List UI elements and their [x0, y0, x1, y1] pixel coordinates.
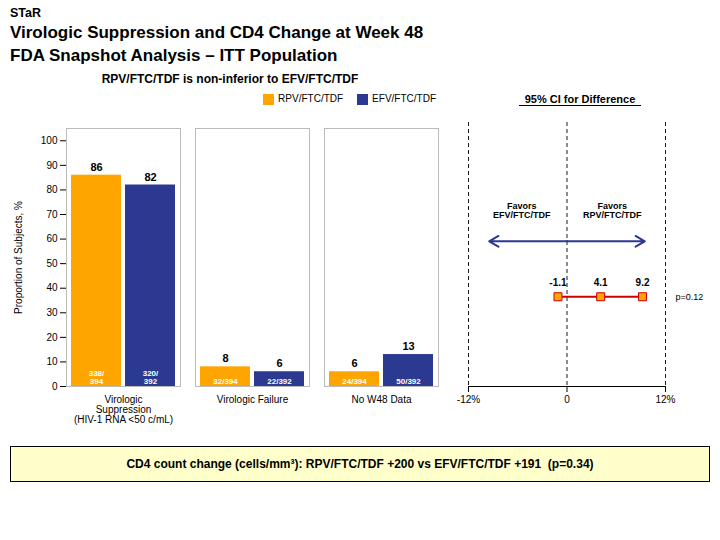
- svg-text:30: 30: [46, 307, 58, 318]
- html-text:95% CI for Difference: 95% CI for Difference: [524, 93, 636, 105]
- svg-text:VirologicSuppression(HIV-1 RNA: VirologicSuppression(HIV-1 RNA <50 c/mL): [74, 394, 173, 425]
- html-text:CD4 count change (cells/mm³):: CD4 count change (cells/mm³): RPV/FTC/TD…: [126, 457, 594, 471]
- svg-text:0: 0: [564, 394, 570, 405]
- svg-text:13: 13: [402, 340, 414, 352]
- svg-text:8: 8: [222, 352, 228, 364]
- svg-text:60: 60: [46, 233, 58, 244]
- svg-text:32/394: 32/394: [213, 377, 238, 386]
- svg-text:338/394: 338/394: [89, 369, 105, 386]
- svg-text:12%: 12%: [655, 394, 675, 405]
- svg-text:82: 82: [144, 171, 156, 183]
- svg-text:4.1: 4.1: [594, 277, 608, 288]
- svg-text:9.2: 9.2: [636, 277, 650, 288]
- svg-text:6: 6: [276, 357, 282, 369]
- html-text:STaR: STaR: [10, 6, 41, 20]
- html-text:RPV/FTC/TDF: RPV/FTC/TDF: [278, 93, 344, 105]
- svg-text:10: 10: [46, 356, 58, 367]
- svg-text:90: 90: [46, 160, 58, 171]
- svg-text:p=0.12: p=0.12: [676, 292, 704, 302]
- svg-text:50/392: 50/392: [396, 377, 421, 386]
- svg-text:FavorsEFV/FTC/TDF: FavorsEFV/FTC/TDF: [493, 201, 551, 220]
- svg-text:320/392: 320/392: [143, 369, 159, 386]
- svg-text:-12%: -12%: [457, 394, 480, 405]
- svg-text:6: 6: [351, 357, 357, 369]
- svg-text:0: 0: [52, 381, 58, 392]
- svg-text:FavorsRPV/FTC/TDF: FavorsRPV/FTC/TDF: [583, 201, 642, 220]
- svg-text:Virologic Failure: Virologic Failure: [217, 394, 289, 405]
- svg-text:-1.1: -1.1: [549, 277, 567, 288]
- svg-text:70: 70: [46, 209, 58, 220]
- svg-text:80: 80: [46, 184, 58, 195]
- svg-text:100: 100: [41, 135, 58, 146]
- html-text:EFV/FTC/TDF: EFV/FTC/TDF: [372, 93, 436, 105]
- svg-text:Proportion of Subjects, %: Proportion of Subjects, %: [13, 201, 24, 314]
- svg-text:40: 40: [46, 282, 58, 293]
- svg-text:20: 20: [46, 332, 58, 343]
- html-text:FDA Snapshot Analysis – ITT Po: FDA Snapshot Analysis – ITT Population: [10, 46, 338, 65]
- svg-text:50: 50: [46, 258, 58, 269]
- svg-text:86: 86: [90, 161, 102, 173]
- svg-text:24/394: 24/394: [342, 377, 367, 386]
- html-text:RPV/FTC/TDF is non-inferior to: RPV/FTC/TDF is non-inferior to EFV/FTC/T…: [101, 72, 359, 86]
- svg-text:22/392: 22/392: [267, 377, 292, 386]
- html-text:Virologic Suppression and CD4: Virologic Suppression and CD4 Change at …: [10, 23, 424, 42]
- svg-text:No W48 Data: No W48 Data: [351, 394, 411, 405]
